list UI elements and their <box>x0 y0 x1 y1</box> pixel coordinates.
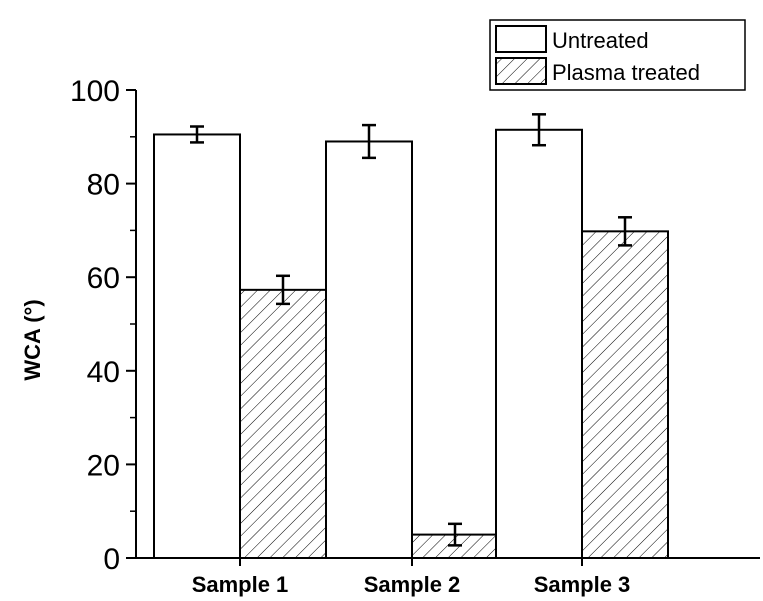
legend-swatch-untreated <box>495 25 547 53</box>
error-bar <box>532 113 546 147</box>
error-bar <box>276 274 290 306</box>
y-tick-label: 40 <box>87 356 120 389</box>
bar-untreated <box>325 140 413 559</box>
error-bar <box>362 123 376 160</box>
bar-untreated <box>153 133 241 560</box>
bar-plasma-treated <box>581 230 669 559</box>
y-tick-label: 100 <box>70 75 120 108</box>
x-tick-label: Sample 2 <box>364 572 461 597</box>
y-tick-label: 20 <box>87 449 120 482</box>
legend-label: Plasma treated <box>552 60 700 85</box>
bar-untreated <box>495 128 583 559</box>
x-tick-label: Sample 1 <box>192 572 289 597</box>
legend-label: Untreated <box>552 28 649 53</box>
x-tick-label: Sample 3 <box>534 572 631 597</box>
y-tick-label: 60 <box>87 262 120 295</box>
bar-plasma-treated <box>239 288 327 559</box>
legend-swatch-plasma-treated <box>495 57 547 85</box>
y-tick-label: 80 <box>87 169 120 202</box>
y-axis-title: WCA (°) <box>20 299 45 380</box>
error-bar <box>618 216 632 247</box>
legend: Untreated Plasma treated <box>489 19 746 91</box>
error-bar <box>448 522 462 547</box>
y-tick-label: 0 <box>103 543 120 576</box>
error-bar <box>190 125 204 144</box>
